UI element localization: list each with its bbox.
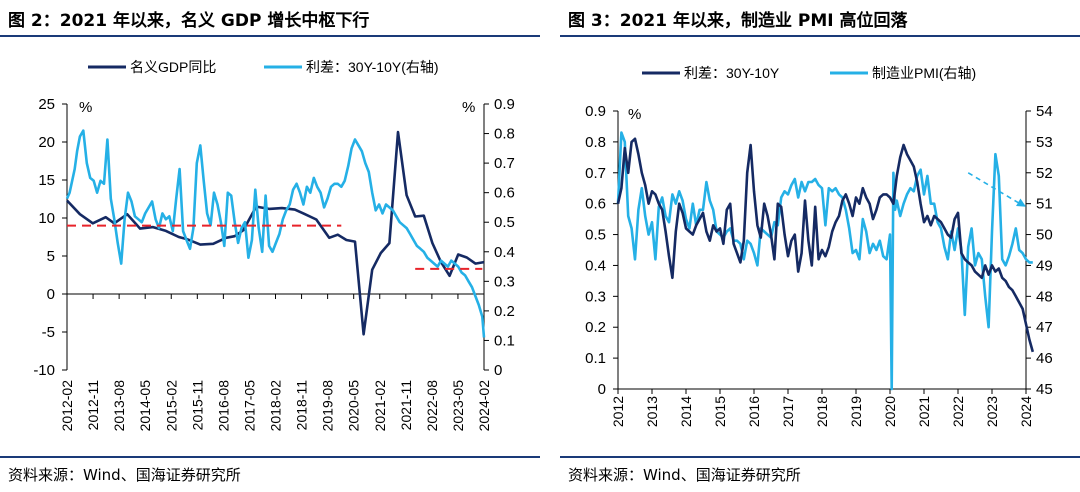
x-tick-label: 2016 <box>746 396 762 427</box>
y-tick-label-left: 0.8 <box>585 134 606 151</box>
x-tick-label: 2013 <box>644 396 660 427</box>
x-tick-label: 2021-02 <box>372 380 388 432</box>
y-tick-label-left: 5 <box>47 248 55 265</box>
source-rule <box>560 456 1080 458</box>
y-tick-label-left: 0.7 <box>585 165 606 182</box>
y-tick-label-right: 45 <box>1036 381 1053 398</box>
x-tick-label: 2015 <box>712 396 728 427</box>
x-tick-label: 2016-08 <box>215 380 231 432</box>
y-tick-label-left: 15 <box>38 172 55 189</box>
source-note: 资料来源：Wind、国海证券研究所 <box>568 466 801 484</box>
x-tick-label: 2023-05 <box>450 380 466 432</box>
x-tick-label: 2024-02 <box>476 380 492 432</box>
x-tick-label: 2017-05 <box>241 380 257 432</box>
y-tick-label-right: 0.3 <box>494 273 515 290</box>
figure-left: 图 2：2021 年以来，名义 GDP 增长中枢下行 名义GDP同比 利差：30Y… <box>0 11 540 484</box>
y-tick-label-right: 0.8 <box>494 126 515 143</box>
x-tick-label: 2015-11 <box>189 380 205 431</box>
x-tick-label: 2021 <box>916 396 932 427</box>
y-tick-label-left: 0.1 <box>585 350 606 367</box>
x-tick-label: 2012-02 <box>59 380 75 432</box>
legend: 名义GDP同比 利差：30Y-10Y(右轴) <box>88 59 439 75</box>
trend-arrow-head <box>1016 198 1026 207</box>
y-tick-label-left: 0 <box>47 286 55 303</box>
y-tick-label-left: 0.3 <box>585 288 606 305</box>
y-tick-label-right: 49 <box>1036 257 1053 274</box>
y-tick-label-right: 47 <box>1036 319 1053 336</box>
source-note: 资料来源：Wind、国海证券研究所 <box>8 466 241 484</box>
y-unit-left: % <box>628 106 641 123</box>
y-tick-label-right: 0.9 <box>494 96 515 113</box>
figure-title: 图 2：2021 年以来，名义 GDP 增长中枢下行 <box>8 11 370 31</box>
y-tick-label-right: 0.7 <box>494 155 515 172</box>
y-tick-label-left: -10 <box>33 362 55 379</box>
y-tick-label-left: 0.5 <box>585 227 606 244</box>
trend-arrow <box>967 172 1021 205</box>
y-tick-label-right: 53 <box>1036 134 1053 151</box>
x-tick-label: 2012-11 <box>85 380 101 431</box>
x-tick-label: 2022 <box>950 396 966 427</box>
series-line-spread <box>65 129 486 338</box>
title-rule <box>0 35 540 37</box>
title-rule <box>560 35 1080 37</box>
y-tick-label-right: 48 <box>1036 288 1053 305</box>
x-tick-label: 2014-05 <box>137 380 153 432</box>
legend-label-spread: 利差：30Y-10Y <box>684 65 780 81</box>
y-unit-right: % <box>462 99 475 116</box>
y-tick-label-right: 46 <box>1036 350 1053 367</box>
y-tick-label-left: -5 <box>42 324 55 341</box>
y-tick-label-right: 0.5 <box>494 214 515 231</box>
series-line-pmi <box>616 131 1033 391</box>
chart-gdp-spread: 名义GDP同比 利差：30Y-10Y(右轴)% % -10 -5 0 5 10 15 20 25 0 0… <box>33 59 515 432</box>
legend-label-pmi: 制造业PMI(右轴) <box>872 65 976 81</box>
y-tick-label-right: 0.4 <box>494 244 515 261</box>
x-tick-label: 2017 <box>780 396 796 427</box>
x-tick-label: 2019 <box>848 396 864 427</box>
y-tick-label-right: 51 <box>1036 196 1053 213</box>
x-tick-label: 2014 <box>678 396 694 427</box>
x-tick-label: 2020 <box>882 396 898 427</box>
legend: 利差：30Y-10Y 制造业PMI(右轴) <box>642 65 976 81</box>
x-tick-label: 2018-11 <box>294 380 310 431</box>
y-tick-label-left: 20 <box>38 134 55 151</box>
x-tick-label: 2015-02 <box>163 380 179 432</box>
x-tick-label: 2018-02 <box>268 380 284 432</box>
x-tick-label: 2019-08 <box>320 380 336 432</box>
y-tick-label-left: 0 <box>598 381 606 398</box>
x-tick-label: 2012 <box>610 396 626 427</box>
x-tick-label: 2013-08 <box>111 380 127 432</box>
y-tick-label-right: 0 <box>494 362 502 379</box>
y-tick-label-left: 10 <box>38 210 55 227</box>
y-tick-label-right: 54 <box>1036 103 1053 120</box>
y-tick-label-right: 52 <box>1036 165 1053 182</box>
source-rule <box>0 456 540 458</box>
y-unit-left: % <box>79 99 92 116</box>
x-tick-label: 2021-11 <box>398 380 414 431</box>
y-tick-label-left: 0.6 <box>585 196 606 213</box>
y-tick-label-right: 0.1 <box>494 332 515 349</box>
y-tick-label-right: 0.6 <box>494 185 515 202</box>
x-tick-label: 2023 <box>984 396 1000 427</box>
series-line-gdp <box>66 130 485 336</box>
chart-spread-pmi: 利差：30Y-10Y 制造业PMI(右轴)% 0 0.1 0.2 0.3 0.4 0.5 0.6… <box>585 65 1053 427</box>
y-tick-label-left: 0.2 <box>585 319 606 336</box>
y-tick-label-left: 25 <box>38 96 55 113</box>
series-line-spread <box>616 137 1035 353</box>
y-tick-label-left: 0.4 <box>585 257 606 274</box>
legend-label-spread: 利差：30Y-10Y(右轴) <box>306 59 439 75</box>
x-tick-label: 2024 <box>1018 396 1034 427</box>
y-tick-label-left: 0.9 <box>585 103 606 120</box>
figure-right: 图 3：2021 年以来，制造业 PMI 高位回落 利差：30Y-10Y 制造业P… <box>560 0 1080 492</box>
x-tick-label: 2020-05 <box>346 380 362 432</box>
x-tick-label: 2022-08 <box>424 380 440 432</box>
x-tick-label: 2018 <box>814 396 830 427</box>
legend-label-gdp: 名义GDP同比 <box>130 59 216 75</box>
y-tick-label-right: 50 <box>1036 227 1053 244</box>
y-tick-label-right: 0.2 <box>494 303 515 320</box>
figure-title: 图 3：2021 年以来，制造业 PMI 高位回落 <box>568 11 908 31</box>
